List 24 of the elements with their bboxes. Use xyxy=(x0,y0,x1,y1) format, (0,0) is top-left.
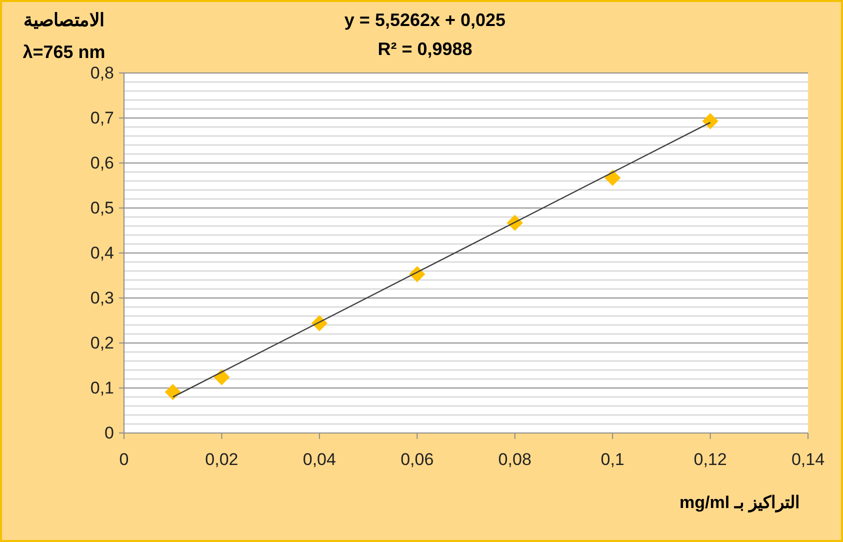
y-tick-label: 0,5 xyxy=(90,198,114,218)
x-tick-label: 0,04 xyxy=(302,450,336,470)
y-tick-label: 0,1 xyxy=(90,378,114,398)
point xyxy=(604,170,621,186)
x-tick-label: 0,08 xyxy=(498,450,532,470)
x-axis-title: التراكيز بـ mg/ml xyxy=(679,493,800,513)
point xyxy=(164,384,181,400)
text: y = 5,5262x + 0,025 xyxy=(344,10,506,30)
x-tick-label: 0,06 xyxy=(400,450,434,470)
y-tick-label: 0,3 xyxy=(90,288,114,308)
x-tick-label: 0,14 xyxy=(791,450,825,470)
x-tick-label: 0,1 xyxy=(600,450,624,470)
y-tick-label: 0 xyxy=(104,423,114,442)
y-tick-label: 0,6 xyxy=(90,153,114,172)
y-tick-label: 0,8 xyxy=(90,63,114,82)
text: R² = 0,9988 xyxy=(378,39,472,59)
x-tick-label: 0,02 xyxy=(205,450,238,470)
point xyxy=(702,113,718,130)
y-tick-label: 0,7 xyxy=(90,108,114,128)
y-tick-label: 0,4 xyxy=(90,243,114,262)
x-tick-label: 0 xyxy=(119,450,129,470)
point xyxy=(214,369,230,386)
y-tick-label: 0,2 xyxy=(90,333,114,352)
x-tick-label: 0,12 xyxy=(694,450,727,470)
